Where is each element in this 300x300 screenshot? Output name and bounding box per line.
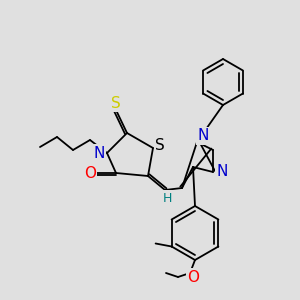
Text: O: O: [187, 269, 199, 284]
Text: N: N: [216, 164, 228, 179]
Text: H: H: [162, 191, 172, 205]
Text: O: O: [84, 166, 96, 181]
Text: S: S: [155, 139, 165, 154]
Text: N: N: [197, 128, 209, 143]
Text: S: S: [111, 95, 121, 110]
Text: N: N: [93, 146, 105, 160]
